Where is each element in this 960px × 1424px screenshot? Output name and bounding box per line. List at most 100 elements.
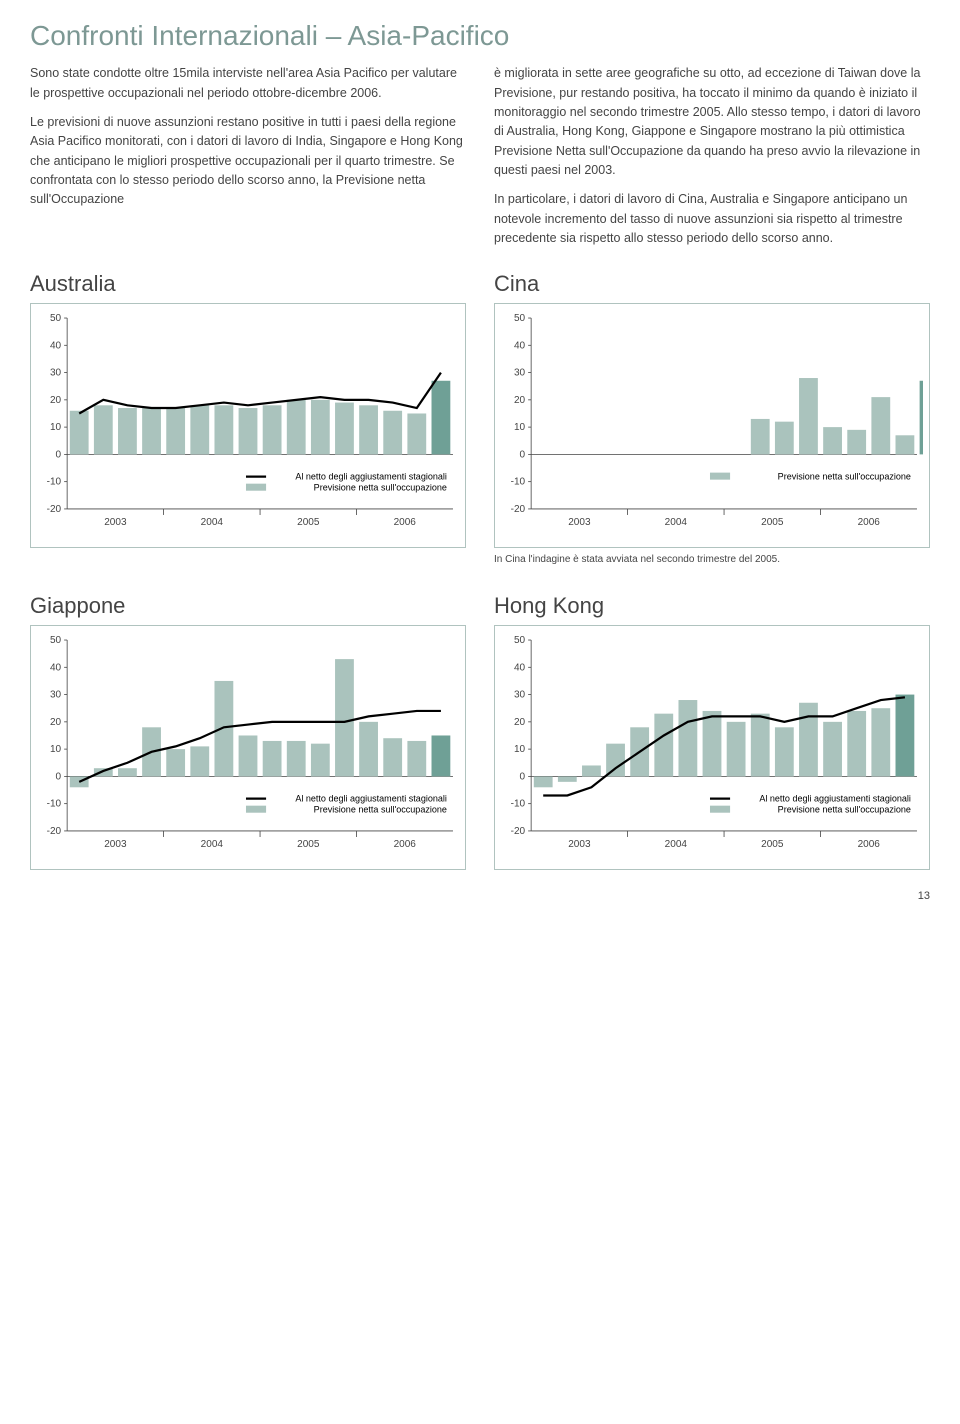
year-label: 2003: [568, 517, 591, 528]
bar: [239, 735, 258, 776]
year-label: 2003: [568, 839, 591, 850]
intro-right-p2: In particolare, i datori di lavoro di Ci…: [494, 190, 930, 248]
chart-note-cina: In Cina l'indagine è stata avviata nel s…: [494, 554, 930, 565]
intro-text: Sono state condotte oltre 15mila intervi…: [30, 64, 930, 258]
bar: [799, 702, 818, 776]
bar: [678, 700, 697, 776]
bar: [263, 741, 282, 776]
bar: [287, 399, 306, 454]
bar: [166, 408, 185, 454]
ytick-label: -10: [47, 798, 62, 809]
bar: [847, 429, 866, 454]
legend-bar-icon: [246, 805, 266, 812]
legend-bar-icon: [710, 472, 730, 479]
bar: [190, 746, 209, 776]
intro-left-column: Sono state condotte oltre 15mila intervi…: [30, 64, 466, 258]
bar: [751, 418, 770, 453]
ytick-label: 40: [50, 340, 62, 351]
bar: [142, 408, 161, 454]
year-label: 2004: [665, 839, 688, 850]
ytick-label: 30: [50, 689, 62, 700]
ytick-label: 40: [50, 662, 62, 673]
chart-box-hongkong: -20-10010203040502003200420052006Al nett…: [494, 625, 930, 870]
ytick-label: 10: [514, 422, 526, 433]
year-label: 2005: [761, 839, 784, 850]
chart-box-australia: -20-10010203040502003200420052006Al nett…: [30, 303, 466, 548]
ytick-label: 50: [50, 635, 62, 646]
chart-cina: Cina -20-10010203040502003200420052006Pr…: [494, 271, 930, 573]
trend-line: [79, 372, 441, 413]
legend-label: Al netto degli aggiustamenti stagionali: [295, 793, 447, 803]
ytick-label: -10: [511, 476, 526, 487]
legend-bar-icon: [710, 805, 730, 812]
bar: [775, 727, 794, 776]
bar: [896, 435, 915, 454]
ytick-label: 20: [514, 717, 526, 728]
ytick-label: 30: [514, 367, 526, 378]
bar: [263, 405, 282, 454]
legend-label: Previsione netta sull'occupazione: [778, 804, 911, 814]
bar: [239, 408, 258, 454]
legend-label: Al netto degli aggiustamenti stagionali: [295, 471, 447, 481]
chart-svg-hongkong: -20-10010203040502003200420052006Al nett…: [501, 634, 923, 865]
year-label: 2005: [297, 517, 320, 528]
bar: [166, 749, 185, 776]
ytick-label: 10: [50, 744, 62, 755]
bar: [407, 413, 426, 454]
bar: [751, 713, 770, 776]
chart-title-australia: Australia: [30, 271, 466, 297]
legend-label: Previsione netta sull'occupazione: [778, 471, 911, 481]
bar: [118, 408, 137, 454]
bar: [70, 410, 89, 454]
page-title: Confronti Internazionali – Asia-Pacifico: [30, 20, 930, 52]
legend-bar-icon: [246, 483, 266, 490]
ytick-label: 30: [50, 367, 62, 378]
bar: [823, 427, 842, 454]
ytick-label: 50: [514, 635, 526, 646]
bar: [383, 738, 402, 776]
bar: [432, 735, 451, 776]
chart-svg-cina: -20-10010203040502003200420052006Previsi…: [501, 312, 923, 543]
bar: [871, 708, 890, 776]
chart-svg-giappone: -20-10010203040502003200420052006Al nett…: [37, 634, 459, 865]
chart-title-giappone: Giappone: [30, 593, 466, 619]
bar: [432, 380, 451, 454]
ytick-label: 20: [50, 717, 62, 728]
chart-australia: Australia -20-10010203040502003200420052…: [30, 271, 466, 573]
bar: [606, 743, 625, 776]
chart-box-cina: -20-10010203040502003200420052006Previsi…: [494, 303, 930, 548]
bar: [335, 659, 354, 776]
ytick-label: 20: [50, 394, 62, 405]
year-label: 2003: [104, 517, 127, 528]
bar: [703, 711, 722, 776]
ytick-label: 0: [56, 771, 62, 782]
ytick-label: 50: [514, 313, 526, 324]
bar: [359, 722, 378, 777]
year-label: 2005: [761, 517, 784, 528]
chart-giappone: Giappone -20-100102030405020032004200520…: [30, 593, 466, 870]
ytick-label: 0: [520, 449, 526, 460]
ytick-label: 0: [56, 449, 62, 460]
ytick-label: -20: [47, 826, 62, 837]
chart-title-hongkong: Hong Kong: [494, 593, 930, 619]
intro-right-p1: è migliorata in sette aree geografiche s…: [494, 64, 930, 180]
year-label: 2006: [394, 839, 417, 850]
chart-svg-australia: -20-10010203040502003200420052006Al nett…: [37, 312, 459, 543]
ytick-label: 0: [520, 771, 526, 782]
bar: [896, 694, 915, 776]
year-label: 2006: [394, 517, 417, 528]
bar: [871, 397, 890, 454]
intro-right-column: è migliorata in sette aree geografiche s…: [494, 64, 930, 258]
bar: [94, 405, 113, 454]
bar: [214, 681, 233, 776]
page-number: 13: [30, 890, 930, 902]
year-label: 2005: [297, 839, 320, 850]
year-label: 2004: [201, 517, 224, 528]
ytick-label: 10: [514, 744, 526, 755]
year-label: 2006: [858, 517, 881, 528]
year-label: 2004: [201, 839, 224, 850]
ytick-label: -10: [511, 798, 526, 809]
ytick-label: 50: [50, 313, 62, 324]
bar: [383, 410, 402, 454]
intro-left-p1: Sono state condotte oltre 15mila intervi…: [30, 64, 466, 103]
